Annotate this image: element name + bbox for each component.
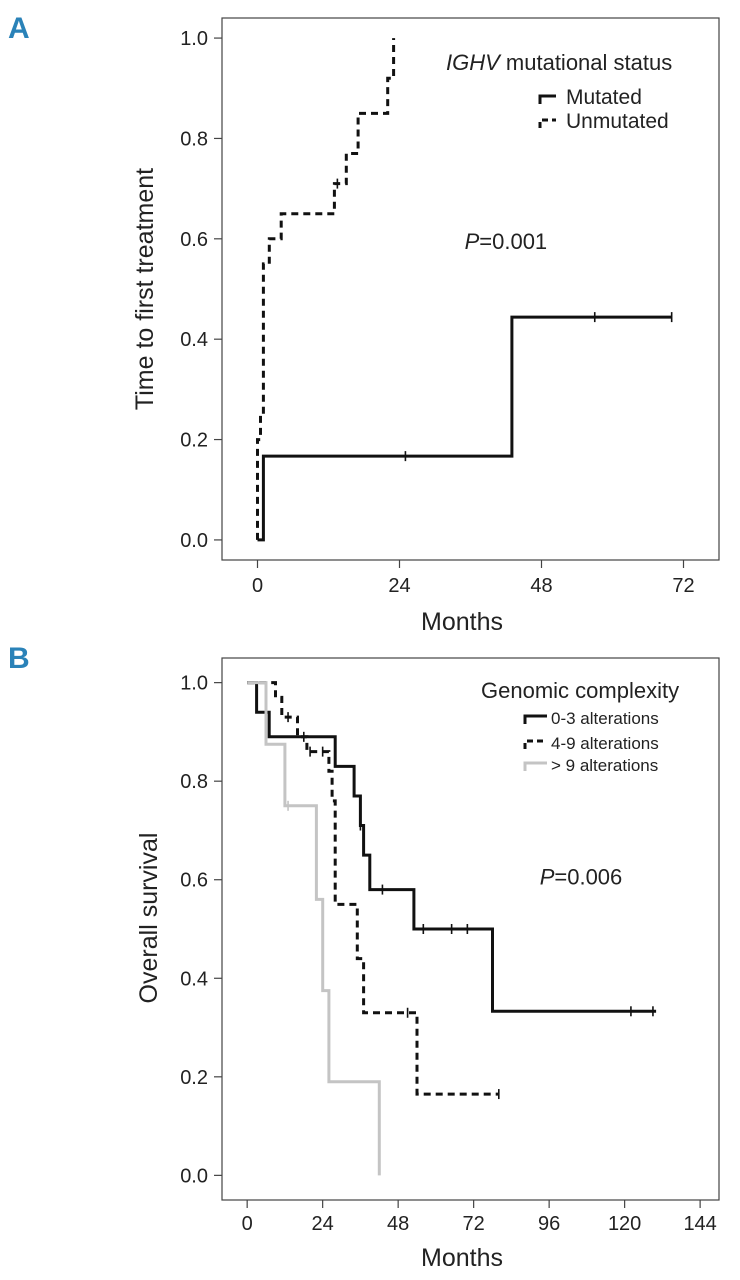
panel-b-curve-0-3-alterations bbox=[247, 681, 657, 1013]
panel-b-xtick-label: 120 bbox=[608, 1213, 641, 1235]
panel-a-xtick-label: 24 bbox=[388, 575, 410, 597]
panel-b-p-value: P=0.006 bbox=[540, 865, 623, 890]
panel-a: A 0.0 0.2 0.4 0.6 0.8 1.0 0 24 48 72 M bbox=[8, 12, 720, 636]
panel-a-legend-label-mutated: Mutated bbox=[566, 86, 642, 109]
panel-a-legend-swatch-unmutated bbox=[538, 118, 556, 128]
panel-b-ytick-label: 0.6 bbox=[180, 870, 208, 892]
panel-b-curve-4-9-alterations bbox=[247, 681, 499, 1096]
panel-a-x-axis-title: Months bbox=[421, 608, 503, 636]
panel-a-legend: IGHV mutational status Mutated Unmutated bbox=[446, 50, 672, 133]
panel-b-legend-label-4-9: 4-9 alterations bbox=[551, 734, 659, 753]
panel-a-legend-title-rest: mutational status bbox=[500, 50, 672, 75]
panel-b-curve-9-alterations bbox=[247, 681, 381, 1176]
panel-b-legend-label-gt9: > 9 alterations bbox=[551, 756, 658, 775]
panel-a-ytick-label: 0.2 bbox=[180, 430, 208, 452]
panel-a-curve-unmutated bbox=[256, 38, 396, 540]
panel-a-p-italic: P bbox=[465, 229, 480, 254]
panel-b-x-ticks: 0 24 48 72 96 120 144 bbox=[242, 1200, 717, 1235]
panel-b-ytick-label: 1.0 bbox=[180, 673, 208, 695]
panel-a-x-ticks: 0 24 48 72 bbox=[252, 560, 695, 597]
panel-a-ytick-label: 0.4 bbox=[180, 329, 208, 351]
panel-b-legend-swatch-4-9 bbox=[523, 739, 547, 749]
panel-b-legend-swatch-gt9 bbox=[523, 761, 547, 771]
panel-a-p-rest: =0.001 bbox=[479, 229, 547, 254]
panel-a-legend-title: IGHV mutational status bbox=[446, 50, 672, 75]
panel-b-frame bbox=[221, 657, 720, 1201]
panel-a-xtick-label: 72 bbox=[672, 575, 694, 597]
panel-b-ytick-label: 0.8 bbox=[180, 771, 208, 793]
panel-b-ytick-label: 0.4 bbox=[180, 968, 208, 990]
panel-b-xtick-label: 96 bbox=[538, 1213, 560, 1235]
panel-b-series bbox=[247, 681, 657, 1176]
panel-b-xtick-label: 48 bbox=[387, 1213, 409, 1235]
panel-a-p-value: P=0.001 bbox=[465, 229, 548, 254]
panel-b-xtick-label: 0 bbox=[242, 1213, 253, 1235]
panel-a-legend-title-italic: IGHV bbox=[446, 50, 502, 75]
panel-a-y-ticks: 0.0 0.2 0.4 0.6 0.8 1.0 bbox=[180, 28, 222, 552]
panel-b-legend-title: Genomic complexity bbox=[481, 678, 679, 703]
panel-b-xtick-label: 72 bbox=[463, 1213, 485, 1235]
panel-a-frame bbox=[221, 17, 720, 561]
panel-b-xtick-label: 24 bbox=[312, 1213, 334, 1235]
panel-a-legend-swatch-mutated bbox=[538, 94, 556, 104]
panel-b-y-axis-title: Overall survival bbox=[135, 833, 163, 1004]
panel-a-legend-label-unmutated: Unmutated bbox=[566, 110, 669, 133]
panel-b-p-rest: =0.006 bbox=[554, 865, 622, 890]
panel-a-letter: A bbox=[8, 12, 30, 45]
panel-a-ytick-label: 0.8 bbox=[180, 128, 208, 150]
panel-a-y-axis-title: Time to first treatment bbox=[131, 168, 159, 410]
panel-b-legend-swatch-0-3 bbox=[523, 714, 547, 724]
panel-a-ytick-label: 0.0 bbox=[180, 530, 208, 552]
panel-b-ytick-label: 0.2 bbox=[180, 1067, 208, 1089]
panel-a-curve-mutated bbox=[257, 315, 672, 542]
panel-b-p-italic: P bbox=[540, 865, 555, 890]
panel-b: B 0.0 0.2 0.4 0.6 0.8 1.0 0 24 48 bbox=[8, 642, 720, 1272]
panel-b-ytick-label: 0.0 bbox=[180, 1165, 208, 1187]
panel-a-ytick-label: 1.0 bbox=[180, 28, 208, 50]
panel-a-series bbox=[256, 38, 673, 542]
panel-a-ytick-label: 0.6 bbox=[180, 229, 208, 251]
panel-b-legend: Genomic complexity 0-3 alterations 4-9 a… bbox=[481, 678, 679, 775]
panel-b-letter: B bbox=[8, 642, 30, 675]
panel-a-xtick-label: 0 bbox=[252, 575, 263, 597]
panel-b-legend-label-0-3: 0-3 alterations bbox=[551, 709, 659, 728]
panel-b-y-ticks: 0.0 0.2 0.4 0.6 0.8 1.0 bbox=[180, 673, 222, 1187]
panel-a-xtick-label: 48 bbox=[530, 575, 552, 597]
panel-b-xtick-label: 144 bbox=[683, 1213, 716, 1235]
panel-b-x-axis-title: Months bbox=[421, 1244, 503, 1272]
